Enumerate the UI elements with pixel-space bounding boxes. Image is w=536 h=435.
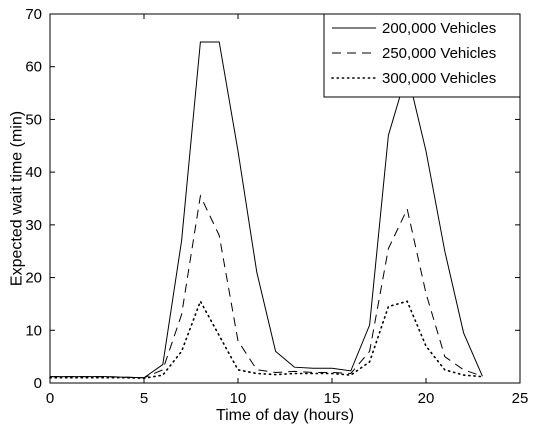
y-tick-label: 20 xyxy=(25,270,42,287)
y-tick-label: 50 xyxy=(25,111,42,128)
x-tick-label: 5 xyxy=(140,390,148,407)
y-tick-label: 10 xyxy=(25,322,42,339)
y-tick-label: 0 xyxy=(34,375,42,392)
legend-label-2: 250,000 Vehicles xyxy=(382,45,496,62)
series-line-3 xyxy=(49,299,484,380)
series-line-2 xyxy=(50,194,483,379)
legend-label-3: 300,000 Vehicles xyxy=(382,70,496,87)
axes-frame xyxy=(49,13,521,384)
x-tick-label: 15 xyxy=(324,390,341,407)
x-tick-label: 20 xyxy=(418,390,435,407)
y-tick-label: 30 xyxy=(25,217,42,234)
y-axis-label: Expected wait time (min) xyxy=(9,111,26,286)
y-tick-label: 60 xyxy=(25,59,42,76)
y-tick-label: 70 xyxy=(25,6,42,23)
legend: 200,000 Vehicles 250,000 Vehicles 300,000 … xyxy=(323,13,521,98)
x-axis-label: Time of day (hours) xyxy=(216,407,354,424)
legend-label-1: 200,000 Vehicles xyxy=(382,20,496,37)
x-tick-label: 10 xyxy=(230,390,247,407)
x-tick-label: 0 xyxy=(46,390,54,407)
y-tick-label: 40 xyxy=(25,164,42,181)
x-tick-label: 25 xyxy=(512,390,529,407)
axes-layer: 0 5 10 15 20 25 0 10 20 30 40 50 60 70 xyxy=(25,6,528,407)
